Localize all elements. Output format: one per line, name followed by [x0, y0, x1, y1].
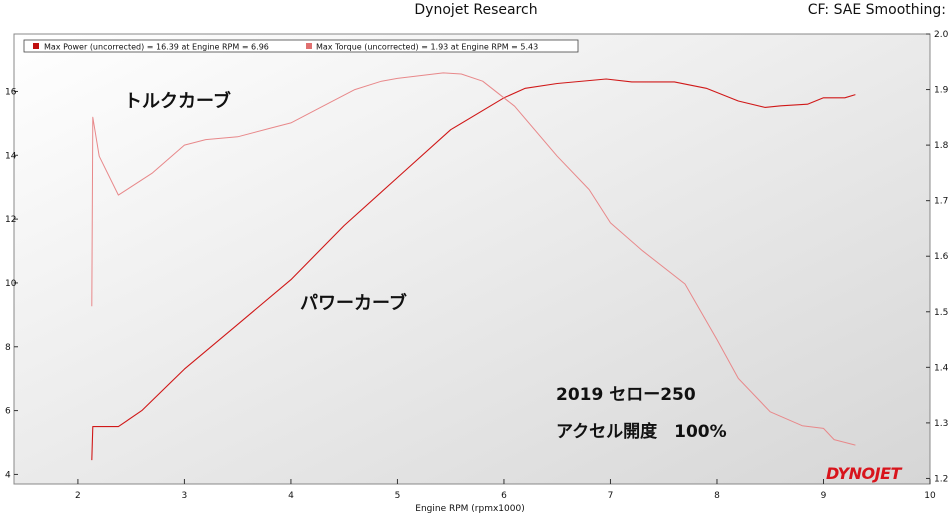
- left-tick-label: 8: [5, 343, 11, 353]
- x-tick-label: 5: [395, 491, 401, 501]
- series-layer: [91, 72, 856, 461]
- legend-label-power: Max Power (uncorrected) = 16.39 at Engin…: [44, 43, 269, 52]
- dynojet-logo-text: DYNOJET: [826, 464, 903, 483]
- right-tick-label: 1.4: [934, 363, 949, 373]
- legend: Max Power (uncorrected) = 16.39 at Engin…: [23, 39, 579, 53]
- plot-area: [13, 33, 931, 485]
- x-tick-label: 4: [288, 491, 294, 501]
- left-tick-label: 6: [5, 407, 11, 417]
- power-curve-line: [91, 78, 856, 461]
- annotation-torque-curve: トルクカーブ: [124, 90, 231, 112]
- legend-swatch-power: [33, 43, 39, 49]
- chart-header-right: CF: SAE Smoothing:: [808, 2, 946, 18]
- legend-box: [23, 39, 579, 53]
- right-tick-label: 1.6: [934, 252, 949, 262]
- left-tick-label: 4: [5, 470, 11, 480]
- legend-label-torque: Max Torque (uncorrected) = 1.93 at Engin…: [316, 43, 538, 52]
- legend-swatch-torque: [306, 43, 312, 49]
- x-tick-label: 2: [75, 491, 81, 501]
- dynojet-logo: DYNOJET: [826, 464, 903, 483]
- annotation-throttle: アクセル開度 100%: [556, 421, 727, 442]
- x-tick-label: 10: [924, 491, 936, 501]
- chart-header-title: Dynojet Research: [414, 2, 537, 18]
- annotation-power-curve: パワーカーブ: [300, 292, 407, 314]
- right-tick-label: 1.8: [934, 141, 949, 151]
- right-tick-label: 1.2: [934, 474, 948, 484]
- annotation-model: 2019 セロー250: [556, 385, 696, 405]
- right-tick-label: 1.7: [934, 197, 948, 207]
- x-tick-label: 3: [182, 491, 188, 501]
- right-tick-label: 1.5: [934, 308, 948, 318]
- left-axis: 4 6 8 10 12 14 16: [5, 87, 18, 480]
- left-tick-label: 10: [5, 279, 17, 289]
- x-axis-label: Engine RPM (rpmx1000): [415, 504, 524, 514]
- x-tick-label: 6: [501, 491, 507, 501]
- x-tick-label: 7: [608, 491, 614, 501]
- x-tick-label: 8: [714, 491, 720, 501]
- torque-curve-line: [91, 72, 856, 446]
- left-tick-label: 12: [5, 215, 16, 225]
- right-tick-label: 1.3: [934, 419, 948, 429]
- right-tick-label: 1.9: [934, 86, 949, 96]
- right-axis: 1.2 1.3 1.4 1.5 1.6 1.7 1.8 1.9 2.0: [926, 30, 949, 484]
- left-tick-label: 16: [5, 87, 17, 97]
- x-axis: 2 3 4 5 6 7 8 9 10: [75, 479, 936, 501]
- right-tick-label: 2.0: [934, 30, 949, 40]
- left-tick-label: 14: [5, 151, 17, 161]
- x-tick-label: 9: [821, 491, 827, 501]
